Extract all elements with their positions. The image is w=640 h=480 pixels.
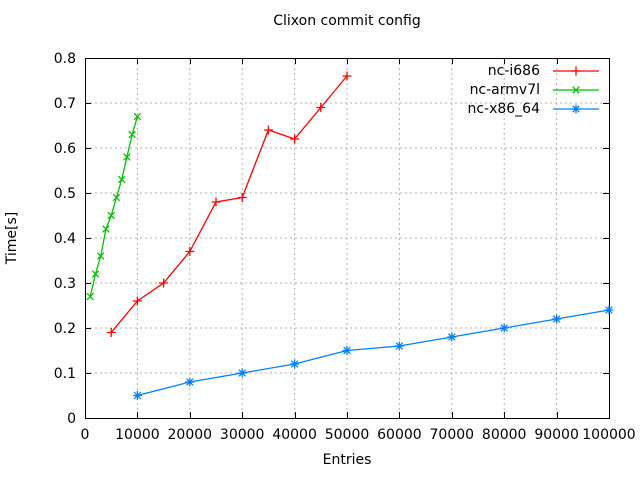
data-point-marker <box>106 328 116 337</box>
x-tick-label: 100000 <box>582 427 635 443</box>
data-point-marker <box>107 211 115 220</box>
legend: nc-i686 nc-armv7l nc-x86_64 <box>467 61 600 118</box>
data-point-marker <box>342 71 352 81</box>
data-point-marker <box>447 332 457 342</box>
data-point-marker <box>112 193 121 202</box>
data-point-marker <box>571 66 581 75</box>
x-tick-label: 70000 <box>430 427 475 443</box>
x-tick-label: 60000 <box>377 427 422 443</box>
data-point-marker <box>185 247 195 256</box>
y-axis-title: Time[s] <box>4 211 20 265</box>
x-axis-title: Entries <box>322 452 372 468</box>
y-tick-label: 0.8 <box>54 51 76 67</box>
data-point-marker <box>132 296 142 306</box>
series-nc-x86_64 <box>132 305 614 400</box>
legend-line-sample-icon <box>553 104 599 113</box>
data-point-marker <box>86 292 94 301</box>
x-tick-label: 80000 <box>482 427 527 443</box>
y-tick-label: 0.7 <box>54 96 76 112</box>
data-point-marker <box>159 278 169 288</box>
legend-label: nc-i686 <box>487 62 540 79</box>
data-point-marker <box>237 368 247 378</box>
data-point-marker <box>133 112 142 121</box>
x-tick-label: 30000 <box>220 427 265 443</box>
data-point-marker <box>185 377 195 387</box>
legend-item: nc-x86_64 <box>467 99 600 118</box>
series-nc-i686 <box>106 71 352 337</box>
data-point-marker <box>132 391 142 400</box>
grid-lines <box>85 58 609 418</box>
data-point-marker <box>316 103 326 112</box>
x-tick-label: 40000 <box>272 427 317 443</box>
data-point-marker <box>342 346 352 355</box>
legend-label: nc-armv7l <box>469 81 540 98</box>
legend-line-sample-icon <box>553 66 599 75</box>
data-point-marker <box>499 323 509 333</box>
legend-line-sample-icon <box>553 85 599 94</box>
data-point-marker <box>91 270 100 278</box>
data-point-marker <box>237 193 247 202</box>
x-tick-label: 50000 <box>325 427 370 443</box>
data-point-marker <box>128 130 136 139</box>
data-point-marker <box>102 225 110 233</box>
y-tick-label: 0 <box>67 411 76 427</box>
legend-item: nc-i686 <box>467 61 600 80</box>
series-nc-armv7l <box>86 112 142 301</box>
legend-label: nc-x86_64 <box>467 100 540 117</box>
y-tick-label: 0.2 <box>54 321 76 337</box>
data-point-marker <box>263 125 273 135</box>
y-tick-label: 0.6 <box>54 141 76 157</box>
data-point-marker <box>394 341 404 351</box>
legend-item: nc-armv7l <box>467 80 600 99</box>
data-point-marker <box>211 197 221 207</box>
data-point-marker <box>96 252 105 260</box>
axis-ticks <box>85 58 610 419</box>
data-point-marker <box>552 314 562 324</box>
data-point-marker <box>290 359 300 369</box>
x-tick-label: 10000 <box>115 427 160 443</box>
series-line <box>89 116 139 297</box>
x-tick-label: 0 <box>81 427 90 443</box>
series-line <box>137 309 610 397</box>
data-point-marker <box>571 104 581 113</box>
y-tick-label: 0.1 <box>54 366 76 382</box>
data-point-marker <box>572 85 580 94</box>
data-point-marker <box>604 305 614 315</box>
y-tick-label: 0.5 <box>54 186 76 202</box>
y-tick-label: 0.4 <box>54 231 76 247</box>
series-line <box>110 75 348 333</box>
data-point-marker <box>117 175 126 184</box>
x-tick-label: 20000 <box>168 427 213 443</box>
x-tick-label: 90000 <box>534 427 579 443</box>
data-point-marker <box>123 153 131 161</box>
y-tick-label: 0.3 <box>54 276 76 292</box>
tick-labels: 0 10000 20000 30000 40000 50000 60000 70000 8000… <box>54 51 636 443</box>
chart-title: Clixon commit config <box>273 13 421 29</box>
data-point-marker <box>290 134 300 144</box>
